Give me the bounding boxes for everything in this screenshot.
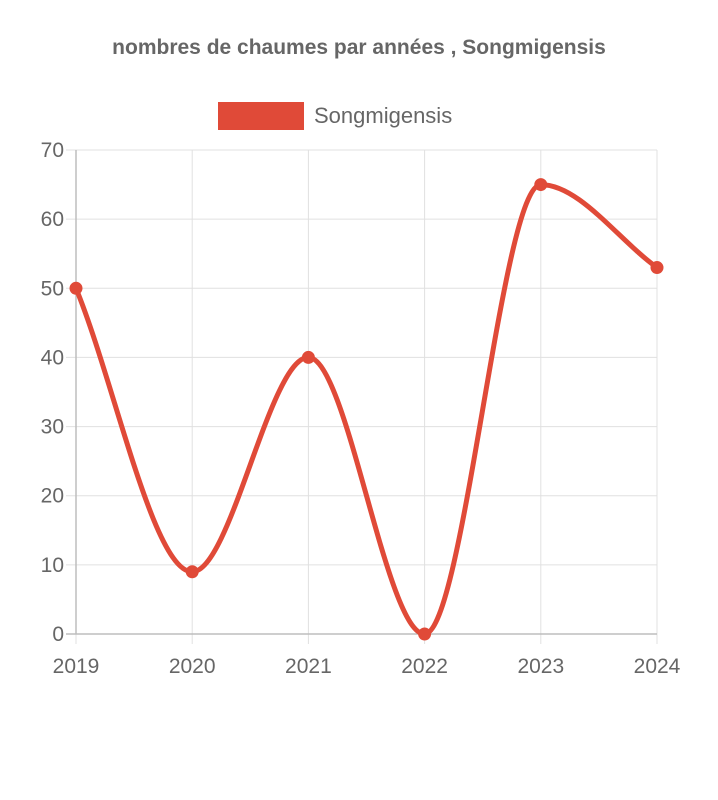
y-tick-label: 50 [41, 277, 64, 300]
y-tick-label: 70 [41, 139, 64, 162]
y-tick-label: 60 [41, 208, 64, 231]
data-point [301, 350, 315, 364]
x-tick-label: 2021 [285, 655, 332, 678]
x-tick-label: 2019 [53, 655, 100, 678]
legend-swatch [218, 102, 304, 130]
x-tick-label: 2020 [169, 655, 216, 678]
data-point [418, 627, 432, 641]
y-tick-label: 20 [41, 485, 64, 508]
data-point [69, 281, 83, 295]
chart-title: nombres de chaumes par années , Songmige… [112, 36, 606, 59]
legend[interactable]: Songmigensis [218, 101, 452, 131]
series-line [73, 182, 660, 637]
x-tick-label: 2024 [634, 655, 681, 678]
y-tick-label: 10 [41, 554, 64, 577]
y-tick-label: 30 [41, 416, 64, 439]
data-point [534, 178, 548, 192]
data-point [185, 565, 199, 579]
x-tick-label: 2023 [517, 655, 564, 678]
y-tick-label: 0 [52, 623, 64, 646]
legend-label: Songmigensis [314, 103, 453, 128]
data-point [650, 261, 664, 275]
y-tick-label: 40 [41, 346, 64, 369]
x-tick-label: 2022 [401, 655, 448, 678]
